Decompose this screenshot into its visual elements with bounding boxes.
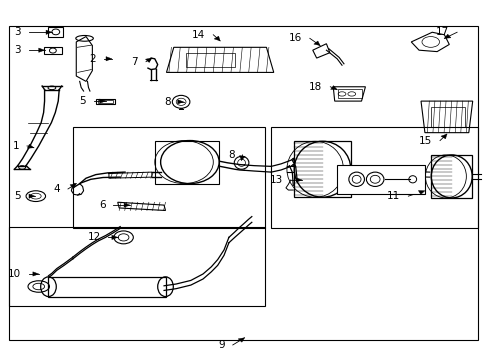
Bar <box>48 27 63 37</box>
Polygon shape <box>238 338 244 342</box>
Text: 17: 17 <box>435 27 448 37</box>
Polygon shape <box>296 178 302 182</box>
Bar <box>73 127 264 228</box>
Text: 5: 5 <box>79 96 86 106</box>
Bar <box>43 46 62 54</box>
Polygon shape <box>418 190 424 194</box>
Text: 13: 13 <box>270 175 283 185</box>
Polygon shape <box>106 57 112 61</box>
Text: 1: 1 <box>13 141 19 151</box>
Polygon shape <box>100 99 105 103</box>
Polygon shape <box>46 30 52 35</box>
Text: 18: 18 <box>308 82 322 92</box>
Text: 15: 15 <box>418 136 431 145</box>
Text: 12: 12 <box>87 232 101 242</box>
Bar <box>48 277 165 297</box>
Bar <box>294 141 350 197</box>
Bar <box>430 107 464 127</box>
Text: 10: 10 <box>8 269 21 279</box>
Bar <box>9 26 477 339</box>
Bar <box>98 100 113 103</box>
Bar <box>9 226 264 306</box>
Text: 14: 14 <box>192 30 205 40</box>
Bar <box>337 89 361 98</box>
Polygon shape <box>27 144 34 148</box>
Polygon shape <box>313 41 320 45</box>
Polygon shape <box>124 203 130 207</box>
Text: 2: 2 <box>89 54 96 64</box>
Bar <box>430 155 471 198</box>
Polygon shape <box>39 48 44 52</box>
Bar <box>185 53 234 67</box>
Polygon shape <box>239 156 245 160</box>
Bar <box>155 140 219 184</box>
Text: 4: 4 <box>54 184 60 194</box>
Text: 8: 8 <box>164 97 171 107</box>
Polygon shape <box>330 86 336 90</box>
Polygon shape <box>177 100 183 104</box>
Polygon shape <box>440 134 446 139</box>
Text: 3: 3 <box>15 45 21 55</box>
Polygon shape <box>70 184 76 188</box>
Bar <box>271 127 477 228</box>
Text: 5: 5 <box>15 191 21 201</box>
Polygon shape <box>444 34 450 39</box>
Text: 8: 8 <box>228 150 234 160</box>
Text: 6: 6 <box>99 200 105 210</box>
Text: 3: 3 <box>15 27 21 37</box>
Bar <box>336 165 424 194</box>
Polygon shape <box>29 194 35 198</box>
Polygon shape <box>145 58 152 63</box>
Polygon shape <box>112 235 118 239</box>
Bar <box>96 99 115 104</box>
Text: 11: 11 <box>386 191 400 201</box>
Polygon shape <box>214 36 220 41</box>
Text: 16: 16 <box>288 33 302 43</box>
Text: 9: 9 <box>218 340 224 350</box>
Polygon shape <box>33 272 39 276</box>
Text: 7: 7 <box>131 57 138 67</box>
